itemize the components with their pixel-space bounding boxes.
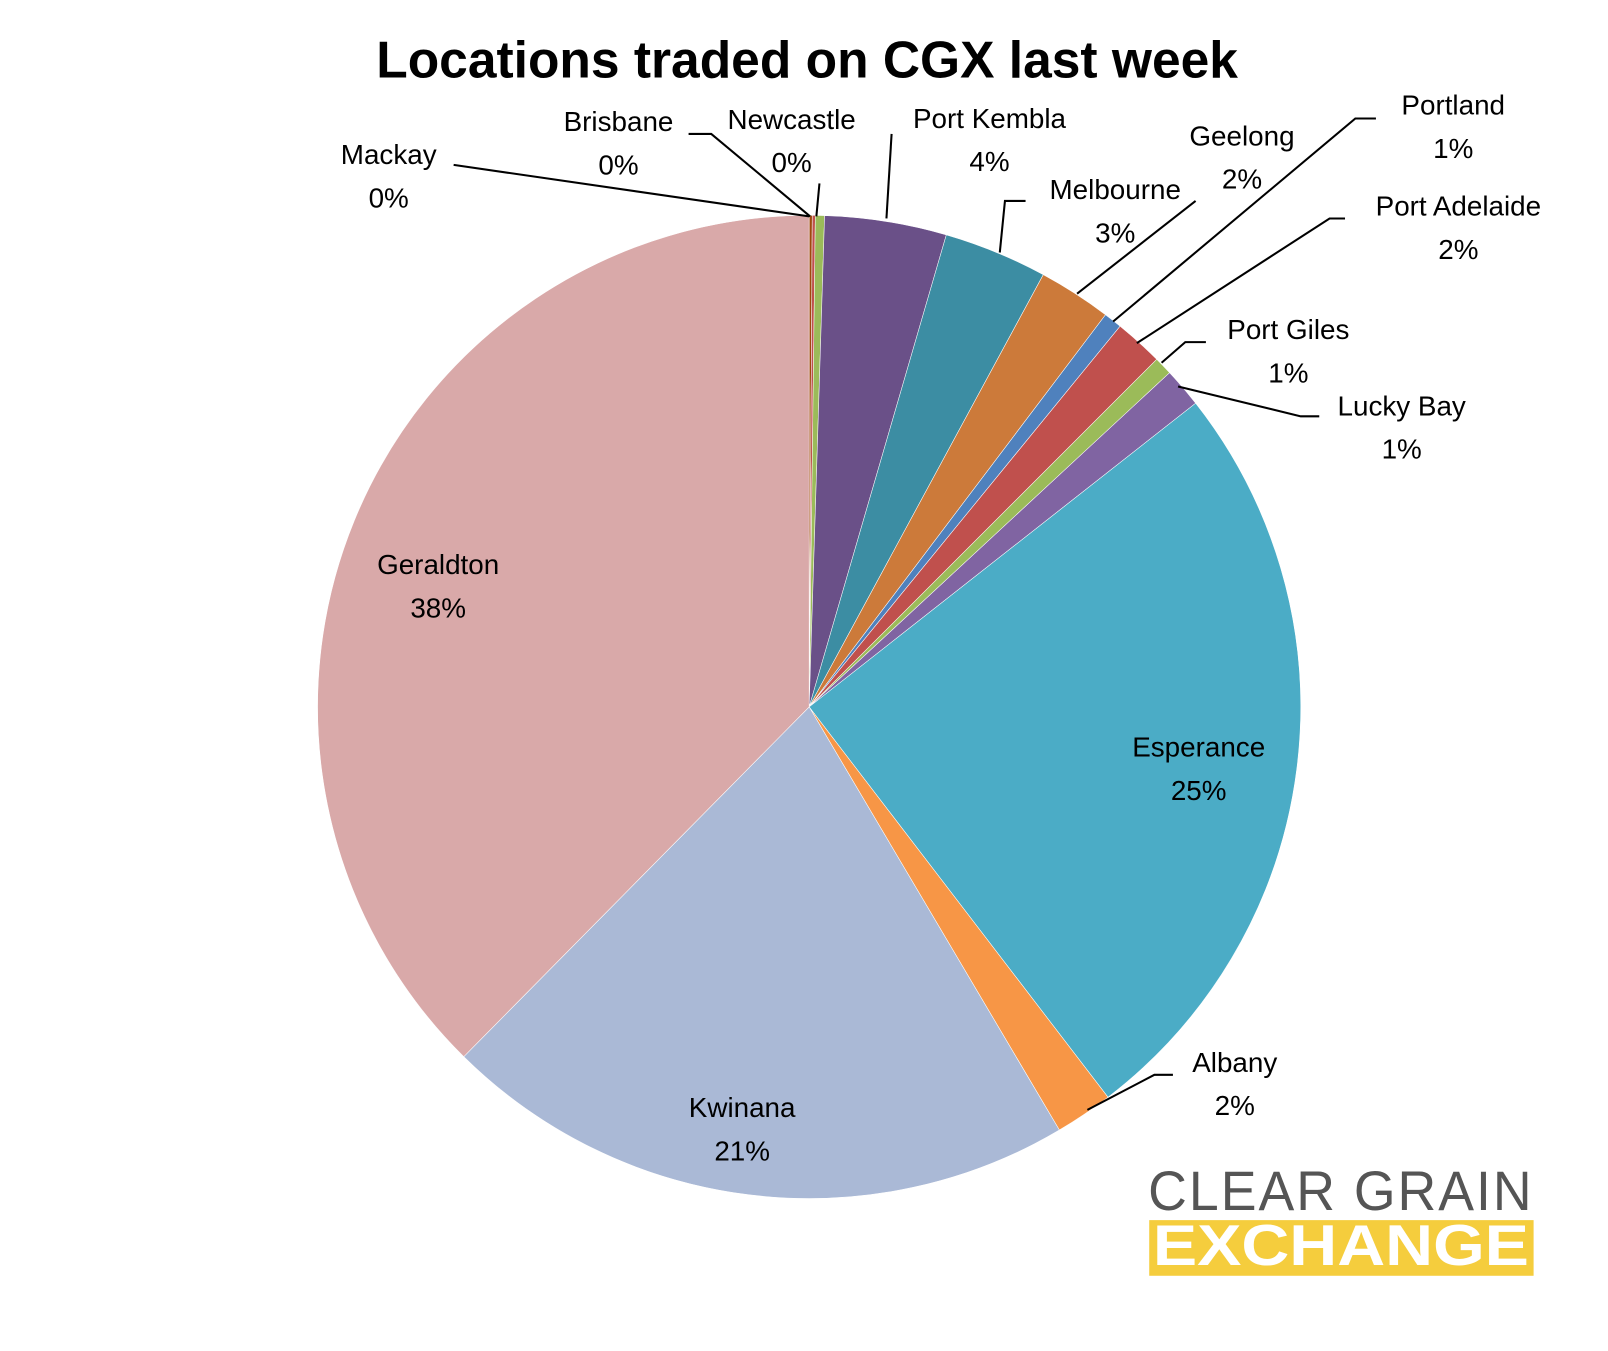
leader-line xyxy=(688,132,811,218)
slice-label: Melbourne xyxy=(1050,174,1181,205)
leader-line xyxy=(885,133,893,219)
leader-line xyxy=(1177,385,1320,418)
slice-value-label: 25% xyxy=(1171,775,1227,806)
leader-line xyxy=(815,183,821,217)
logo-line2: EXCHANGE xyxy=(1153,1214,1529,1278)
slice-value-label: 38% xyxy=(410,592,466,623)
slice-value-label: 2% xyxy=(1215,1090,1255,1121)
leader-line xyxy=(998,199,1026,253)
logo-band xyxy=(1149,1220,1534,1276)
slice-label: Geraldton xyxy=(377,549,499,580)
slice-value-label: 1% xyxy=(1433,133,1473,164)
pie-slice xyxy=(463,706,1060,1199)
slice-value-label: 1% xyxy=(1382,434,1422,465)
logo: CLEAR GRAIN EXCHANGE xyxy=(1148,1160,1534,1278)
slice-label: Portland xyxy=(1401,90,1505,121)
slice-label: Newcastle xyxy=(727,104,855,135)
slice-value-label: 0% xyxy=(772,147,812,178)
slice-label: Lucky Bay xyxy=(1338,390,1466,421)
slice-label: Brisbane xyxy=(564,106,674,137)
leader-line xyxy=(453,163,810,218)
slice-value-label: 4% xyxy=(969,146,1009,177)
slice-value-label: 3% xyxy=(1095,217,1135,248)
pie-slice xyxy=(317,215,810,1058)
slice-value-label: 1% xyxy=(1268,357,1308,388)
chart-title: Locations traded on CGX last week xyxy=(376,31,1238,89)
slice-label: Port Giles xyxy=(1227,314,1349,345)
slice-value-label: 2% xyxy=(1222,164,1262,195)
leader-line xyxy=(1076,200,1197,295)
slice-value-label: 0% xyxy=(369,182,409,213)
slice-label: Albany xyxy=(1192,1047,1277,1078)
slice-value-label: 0% xyxy=(598,149,638,180)
leader-line xyxy=(1086,1073,1173,1111)
leader-line xyxy=(1136,217,1346,345)
slice-value-label: 2% xyxy=(1438,234,1478,265)
slice-label: Port Kembla xyxy=(913,103,1067,134)
logo-line1: CLEAR GRAIN xyxy=(1148,1160,1533,1222)
slice-value-label: 21% xyxy=(714,1135,770,1166)
slice-label: Port Adelaide xyxy=(1376,191,1541,222)
leader-line xyxy=(1160,341,1206,364)
slice-label: Esperance xyxy=(1132,732,1265,763)
pie-slice xyxy=(808,402,1301,1098)
slice-label: Geelong xyxy=(1189,120,1294,151)
leader-line xyxy=(1112,117,1376,323)
slice-label: Mackay xyxy=(341,139,437,170)
slice-label: Kwinana xyxy=(689,1092,796,1123)
